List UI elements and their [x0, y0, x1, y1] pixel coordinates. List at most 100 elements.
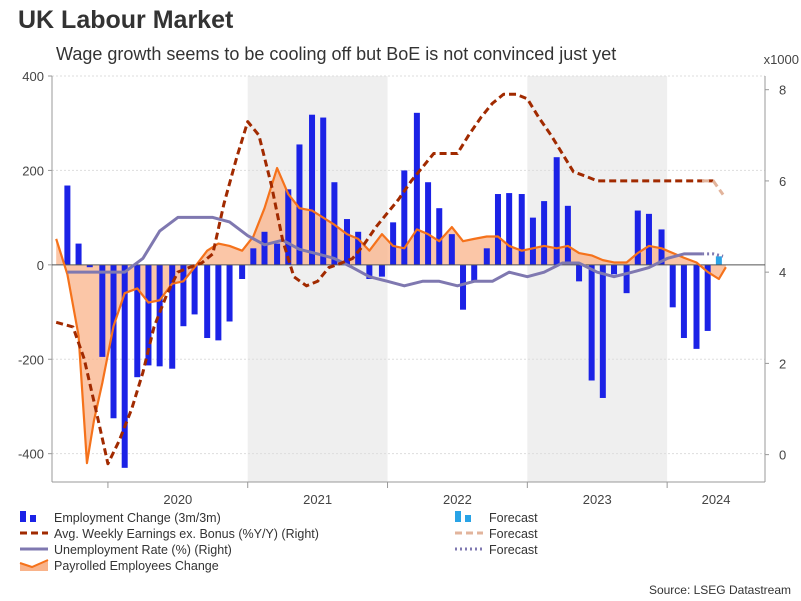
legend-item: Employment Change (3m/3m)	[20, 511, 221, 525]
employment-bar	[285, 189, 292, 265]
employment-bar	[564, 205, 571, 265]
legend-swatch	[20, 511, 26, 522]
unemployment-forecast-line	[702, 252, 724, 258]
employment-bar	[134, 264, 141, 378]
employment-bar	[494, 194, 501, 265]
right-tick-label: 4	[779, 265, 786, 280]
shaded-band-2021	[247, 76, 388, 482]
employment-bar	[309, 114, 316, 265]
employment-bar	[704, 264, 711, 331]
employment-bar	[634, 210, 641, 265]
employment-bar	[588, 264, 595, 381]
chart-title: UK Labour Market	[18, 6, 234, 34]
employment-bar	[121, 264, 128, 468]
employment-bar	[86, 264, 93, 268]
employment-bar	[413, 112, 420, 265]
legend-swatch	[465, 515, 471, 522]
right-tick-label: 8	[779, 83, 786, 98]
legend-item: Forecast	[455, 543, 538, 557]
employment-bar	[401, 170, 408, 265]
legend-label: Unemployment Rate (%) (Right)	[54, 543, 232, 557]
x-tick-label-2021: 2021	[303, 492, 332, 507]
legend-item: Payrolled Employees Change	[19, 559, 219, 573]
employment-bar	[623, 264, 630, 294]
x-tick-label-2020: 2020	[163, 492, 192, 507]
x-tick-label-2022: 2022	[443, 492, 472, 507]
shaded-band-2023	[527, 76, 668, 482]
employment-bar	[145, 264, 152, 366]
employment-bar	[343, 219, 350, 265]
right-tick-label: 2	[779, 356, 786, 371]
employment-bar	[471, 264, 478, 282]
legend-label: Payrolled Employees Change	[54, 559, 219, 573]
legend-label: Forecast	[489, 543, 538, 557]
employment-bar	[366, 264, 373, 279]
legend-item: Unemployment Rate (%) (Right)	[20, 543, 232, 557]
employment-bar	[483, 248, 490, 265]
employment-bar	[611, 264, 618, 275]
employment-bar	[110, 264, 117, 419]
x-tick-label-2024: 2024	[702, 492, 731, 507]
source-note: Source: LSEG Datastream	[648, 583, 791, 597]
employment-bar	[576, 264, 583, 282]
x-tick-label-2023: 2023	[583, 492, 612, 507]
legend-swatch	[20, 560, 48, 571]
left-tick-label: 400	[22, 69, 44, 84]
unemployment-line	[67, 215, 703, 288]
payrolled-line	[55, 166, 727, 465]
left-tick-label: 0	[37, 258, 44, 273]
employment-bar	[448, 234, 455, 265]
legend-item: Forecast	[455, 511, 538, 525]
employment-bar	[599, 264, 606, 398]
employment-bar	[204, 264, 211, 339]
legend-label: Employment Change (3m/3m)	[54, 511, 221, 525]
legend-item: Avg. Weekly Earnings ex. Bonus (%Y/Y) (R…	[20, 527, 319, 541]
employment-bar	[250, 248, 257, 265]
right-axis-unit-label: x1000	[764, 52, 799, 67]
employment-bar	[99, 264, 106, 357]
employment-bar	[169, 264, 176, 369]
employment-bar	[64, 185, 71, 265]
legend-label: Forecast	[489, 511, 538, 525]
employment-bar	[215, 264, 222, 341]
employment-bar	[156, 264, 163, 367]
legend-swatch	[455, 511, 461, 522]
legend-label: Forecast	[489, 527, 538, 541]
legend-label: Avg. Weekly Earnings ex. Bonus (%Y/Y) (R…	[54, 527, 319, 541]
employment-bar	[529, 217, 536, 265]
employment-bar	[261, 231, 268, 265]
employment-bar	[320, 117, 327, 265]
employment-forecast-bar	[715, 256, 722, 265]
left-tick-label: -400	[18, 447, 44, 462]
employment-bar	[191, 264, 198, 315]
employment-bar	[226, 264, 233, 322]
employment-bar	[645, 213, 652, 265]
employment-bar	[239, 264, 246, 279]
legend-swatch	[30, 515, 36, 522]
employment-bar	[669, 264, 676, 308]
employment-bar	[680, 264, 687, 339]
employment-bar	[553, 157, 560, 265]
employment-bar	[693, 264, 700, 349]
employment-bar	[180, 264, 187, 327]
left-tick-label: -200	[18, 352, 44, 367]
employment-bar	[274, 243, 281, 265]
employment-bar	[355, 231, 362, 265]
earnings-forecast-line	[702, 179, 725, 196]
legend-item: Forecast	[455, 527, 538, 541]
employment-bar	[541, 201, 548, 265]
employment-bar	[75, 243, 82, 265]
chart-subtitle: Wage growth seems to be cooling off but …	[56, 44, 617, 64]
employment-bar	[390, 222, 397, 265]
legend-swatch	[19, 559, 49, 569]
employment-bar	[658, 229, 665, 265]
right-tick-label: 0	[779, 448, 786, 463]
employment-bar	[425, 182, 432, 265]
left-tick-label: 200	[22, 163, 44, 178]
employment-bar	[460, 264, 467, 310]
employment-bar	[506, 193, 513, 265]
right-tick-label: 6	[779, 174, 786, 189]
employment-bar	[296, 144, 303, 265]
employment-bar	[378, 264, 385, 277]
